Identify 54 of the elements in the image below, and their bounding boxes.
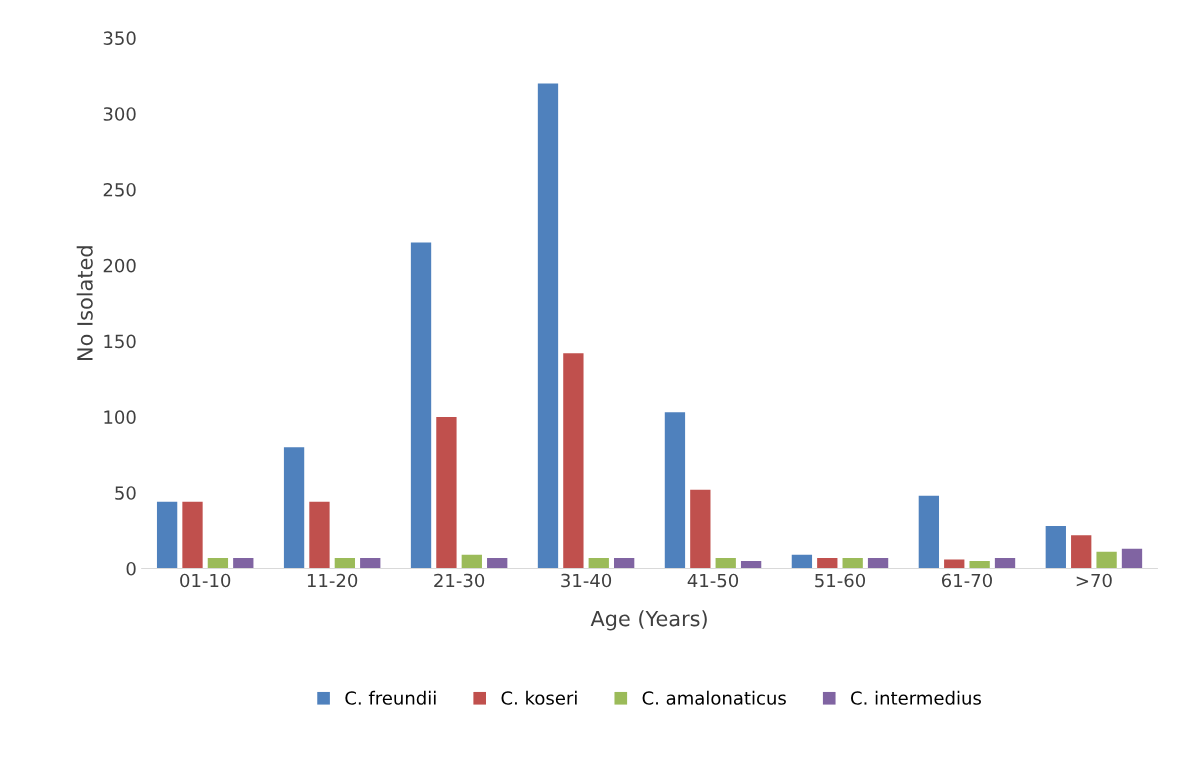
x-tick-label: 21-30 (434, 573, 485, 588)
bar (715, 557, 736, 569)
bar (842, 557, 863, 569)
legend-label: C. koseri (501, 690, 577, 705)
y-axis-title: No Isolated (76, 246, 93, 360)
bar (1071, 535, 1092, 569)
y-tick-label: 350 (103, 31, 136, 46)
x-tick-label: 61-70 (941, 573, 992, 588)
bar (334, 557, 356, 569)
bar (360, 557, 381, 569)
bar (944, 559, 965, 569)
x-tick-label: 41-50 (687, 573, 739, 588)
bar (614, 557, 635, 569)
bar (994, 557, 1016, 569)
bar (969, 560, 990, 569)
bar (1096, 551, 1117, 569)
x-tick-label: 11-20 (307, 573, 358, 588)
x-axis-title: Age (Years) (590, 610, 707, 631)
bar (791, 554, 813, 569)
y-tick-label: 200 (103, 258, 136, 273)
bar (1045, 526, 1066, 569)
bar (918, 495, 940, 569)
y-tick-label: 50 (115, 486, 136, 500)
x-tick-label: 51-60 (815, 573, 866, 588)
bar (664, 412, 686, 569)
bar (740, 560, 762, 569)
x-tick-label: >70 (1076, 573, 1112, 588)
bar (436, 416, 457, 569)
legend-label: C. amalonaticus (642, 690, 786, 705)
bar (410, 242, 432, 569)
legend-label: C. freundii (345, 690, 436, 705)
y-tick-label: 100 (104, 410, 136, 425)
bar (1121, 548, 1143, 569)
bar (537, 83, 559, 569)
bar (309, 501, 330, 569)
bar (588, 557, 609, 569)
y-tick-label: 250 (103, 182, 136, 197)
y-tick-label: 150 (104, 334, 136, 349)
bar (487, 557, 508, 569)
bar (156, 501, 178, 569)
bar (207, 557, 229, 569)
y-tick-label: 300 (103, 107, 136, 121)
bar (690, 489, 711, 569)
x-tick-label: 31-40 (561, 573, 612, 588)
bar (867, 557, 889, 569)
y-tick-label: 0 (126, 561, 136, 576)
bar (461, 554, 482, 569)
x-tick-label: 01-10 (180, 573, 231, 588)
bar (817, 557, 838, 569)
bar (283, 447, 305, 569)
bar (233, 557, 254, 569)
bar (182, 501, 203, 569)
legend-label: C. intermedius (851, 690, 981, 705)
bar (563, 353, 584, 569)
